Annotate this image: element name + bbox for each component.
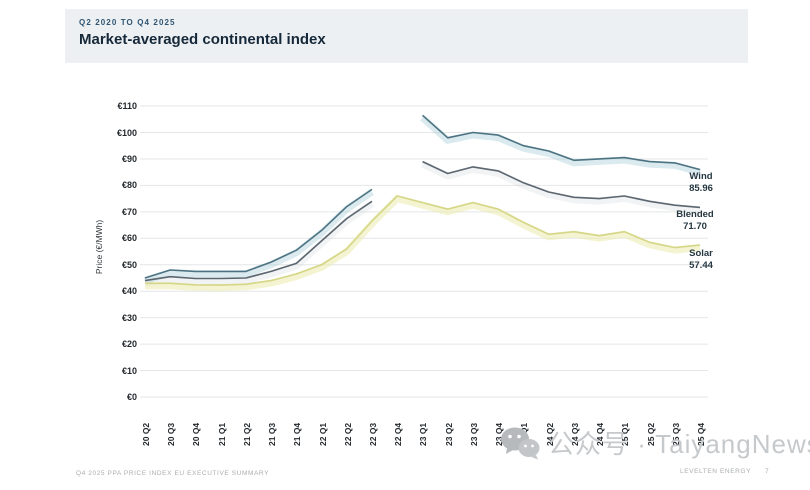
- wind-series-value: 85.96: [689, 182, 713, 194]
- y-axis-tick-label: €10: [121, 365, 137, 376]
- x-axis-tick-label: 23 Q3: [468, 422, 479, 446]
- y-axis-tick-label: €80: [121, 180, 137, 191]
- chart-header: Q2 2020 TO Q4 2025 Market-averaged conti…: [65, 9, 748, 63]
- wind-series-label: Wind 85.96: [671, 171, 731, 194]
- footer-brand: LEVELTEN ENERGY: [680, 468, 752, 475]
- x-axis-tick-label: 24 Q4: [595, 422, 606, 446]
- x-axis-tick-label: 23 Q4: [494, 422, 505, 446]
- x-axis-tick-label: 24 Q3: [569, 422, 580, 446]
- solar-series-label: Solar 57.44: [671, 248, 731, 271]
- blended-series-name: Blended: [676, 209, 714, 220]
- x-axis-tick-label: 25 Q4: [695, 422, 706, 446]
- blended-line: [144, 160, 701, 282]
- x-axis-tick-label: 25 Q1: [620, 422, 631, 446]
- blended-series-value: 71.70: [683, 220, 707, 232]
- x-axis-tick-label: 21 Q1: [216, 422, 227, 446]
- date-range-eyebrow: Q2 2020 TO Q4 2025: [79, 18, 176, 27]
- y-axis-tick-label: €90: [121, 153, 137, 164]
- footer-page-number: 7: [765, 468, 770, 475]
- x-axis-tick-label: 22 Q2: [342, 422, 353, 446]
- x-axis-tick-label: 22 Q4: [393, 422, 404, 446]
- y-axis-tick-label: €40: [121, 286, 137, 297]
- wind-line: [144, 114, 701, 279]
- blended-series-label: Blended 71.70: [665, 209, 725, 232]
- x-axis-tick-label: 20 Q2: [141, 422, 151, 446]
- y-axis-tick-label: €0: [126, 392, 137, 402]
- x-axis-tick-label: 25 Q2: [645, 422, 656, 446]
- y-axis-tick-label: €70: [121, 206, 137, 217]
- y-axis-tick-label: €110: [117, 101, 137, 112]
- x-axis-tick-label: 25 Q3: [670, 422, 681, 446]
- x-axis-tick-label: 20 Q4: [191, 422, 202, 446]
- solar-series-name: Solar: [689, 248, 713, 259]
- chart-title: Market-averaged continental index: [79, 31, 326, 48]
- footer-document-title: Q4 2025 PPA PRICE INDEX EU EXECUTIVE SUM…: [76, 470, 270, 477]
- blended-line-glow: [144, 160, 701, 287]
- y-axis-tick-label: €20: [121, 339, 137, 350]
- y-axis-tick-label: €30: [121, 312, 137, 323]
- footer-brand-area: LEVELTEN ENERGY 7: [680, 468, 800, 475]
- x-axis-tick-label: 21 Q4: [292, 422, 303, 446]
- x-axis-tick-label: 21 Q2: [241, 422, 252, 446]
- y-axis-tick-label: €100: [116, 127, 137, 138]
- x-axis-tick-label: 22 Q1: [317, 422, 328, 446]
- x-axis-tick-label: 23 Q2: [443, 422, 454, 446]
- x-axis-tick-label: 20 Q3: [166, 422, 177, 446]
- x-axis-tick-label: 21 Q3: [267, 422, 278, 446]
- x-axis-tick-label: 22 Q3: [368, 422, 379, 446]
- x-axis-tick-label: 24 Q2: [544, 422, 555, 446]
- wind-line-glow: [143, 115, 701, 284]
- solar-series-value: 57.44: [689, 259, 713, 271]
- wind-series-name: Wind: [689, 171, 713, 182]
- y-axis-tick-label: €60: [121, 233, 137, 244]
- solar-line: [145, 195, 701, 286]
- x-axis-tick-label: 24 Q1: [519, 422, 530, 446]
- y-axis-tick-label: €50: [121, 259, 137, 270]
- x-axis-tick-label: 23 Q1: [418, 422, 429, 446]
- solar-line-glow: [145, 194, 701, 292]
